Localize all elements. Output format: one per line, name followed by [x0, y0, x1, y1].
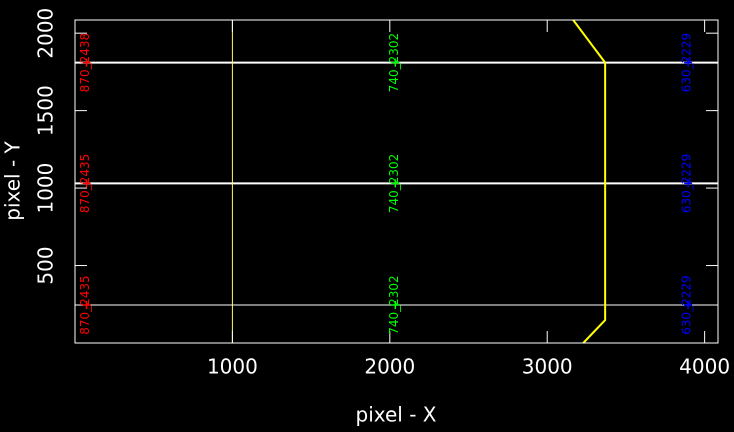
y-tick-label: 500	[34, 246, 58, 284]
y-tick-label: 1500	[34, 85, 58, 136]
point-marker	[684, 58, 693, 67]
point-marker	[391, 58, 400, 67]
point-label: 870_2435	[78, 154, 92, 213]
y-tick-label: 1000	[34, 163, 58, 214]
point-marker	[684, 179, 693, 188]
guide-line	[572, 19, 607, 344]
point-label: 630_2229	[680, 275, 694, 334]
x-axis-label: pixel - X	[356, 403, 437, 427]
point-marker	[82, 179, 91, 188]
point-marker	[684, 301, 693, 310]
y-axis-label: pixel - Y	[1, 140, 25, 220]
point-marker	[391, 179, 400, 188]
plot-frame	[74, 19, 719, 344]
point-marker	[82, 301, 91, 310]
point-marker	[82, 58, 91, 67]
x-tick-label: 2000	[364, 355, 415, 379]
x-tick-label: 3000	[522, 355, 573, 379]
x-tick-label: 4000	[679, 355, 730, 379]
point-marker	[391, 301, 400, 310]
point-label: 630_2229	[680, 33, 694, 92]
point-label: 740_2302	[387, 154, 401, 213]
y-tick-label: 2000	[34, 8, 58, 59]
point-label: 630_2229	[680, 154, 694, 213]
point-label: 740_2302	[387, 33, 401, 92]
point-label: 740_2302	[387, 275, 401, 334]
point-label: 870_2438	[78, 33, 92, 92]
x-tick-label: 1000	[207, 355, 258, 379]
point-label: 870_2435	[78, 275, 92, 334]
